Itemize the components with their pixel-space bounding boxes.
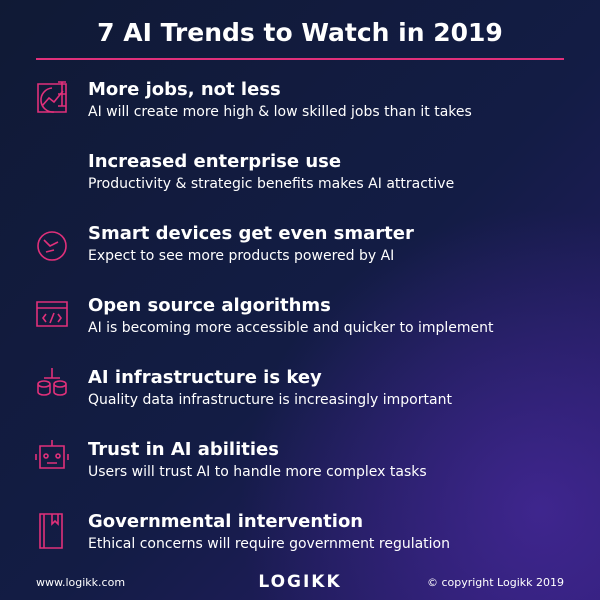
item-heading: Open source algorithms (88, 295, 331, 316)
item-description: Quality data infrastructure is increasin… (88, 392, 452, 408)
website: www.logikk.com (36, 576, 125, 589)
item-description: Expect to see more products powered by A… (88, 248, 394, 264)
logo: LOGIKK (258, 572, 341, 592)
item-icon (37, 231, 67, 261)
item: More jobs, not less AI will create more h… (37, 79, 472, 120)
item-icon (40, 81, 66, 113)
item-heading: Governmental intervention (88, 511, 363, 532)
title: 7 AI Trends to Watch in 2019 (97, 18, 503, 47)
item: Open source algorithms AI is becoming mor… (36, 295, 494, 336)
item-description: Users will trust AI to handle more compl… (88, 464, 427, 480)
item: Increased enterprise use Productivity & s… (40, 81, 454, 192)
item-heading: Smart devices get even smarter (88, 223, 414, 244)
item: Governmental intervention Ethical concern… (39, 511, 450, 552)
copyright: © copyright Logikk 2019 (427, 576, 564, 589)
item-heading: AI infrastructure is key (88, 367, 322, 388)
item-heading: Trust in AI abilities (88, 439, 279, 460)
item: Trust in AI abilities Users will trust AI… (35, 439, 427, 480)
item: Smart devices get even smarter Expect to … (37, 223, 414, 264)
item-heading: More jobs, not less (88, 79, 281, 100)
item-icon (35, 440, 69, 469)
item-heading: Increased enterprise use (88, 151, 341, 172)
item-icon (37, 368, 67, 396)
item-description: Productivity & strategic benefits makes … (88, 176, 454, 192)
item-description: AI will create more high & low skilled j… (88, 104, 472, 120)
item: AI infrastructure is key Quality data inf… (37, 367, 452, 408)
item-icon (39, 513, 63, 549)
item-description: AI is becoming more accessible and quick… (88, 320, 494, 336)
item-icon (36, 301, 68, 327)
item-description: Ethical concerns will require government… (88, 536, 450, 552)
item-icon (37, 83, 67, 113)
item-list: More jobs, not less AI will create more h… (35, 79, 494, 552)
